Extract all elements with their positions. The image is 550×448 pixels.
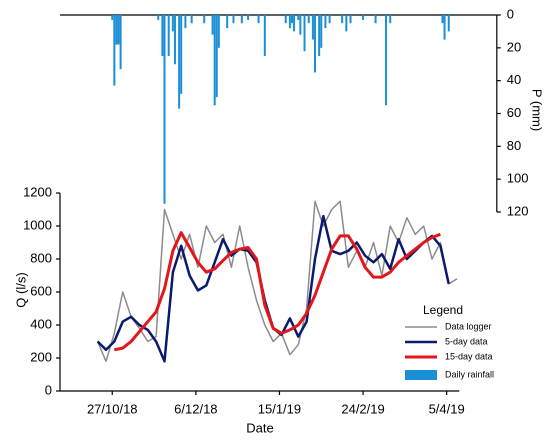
rain-bar <box>303 15 306 52</box>
rain-bar <box>349 15 352 24</box>
rain-bar <box>190 15 193 24</box>
legend-title: Legend <box>423 303 463 317</box>
rain-bar <box>247 15 250 20</box>
rain-bar <box>111 15 114 20</box>
y-tick-label: 400 <box>30 316 52 331</box>
y-tick-label: 1200 <box>23 184 52 199</box>
rain-bar <box>328 15 331 24</box>
rain-bar <box>203 15 206 24</box>
x-tick-label: 6/12/18 <box>174 401 217 416</box>
y-tick-label: 600 <box>30 283 52 298</box>
rain-bar <box>163 15 166 204</box>
rain-bar <box>257 15 260 24</box>
rain-bar <box>385 15 388 106</box>
rain-bar <box>226 15 229 29</box>
rain-bar <box>311 15 314 40</box>
rain-bar <box>178 15 181 109</box>
rain-bar <box>341 15 344 24</box>
y2-tick-label: 0 <box>507 6 514 21</box>
y2-tick-label: 40 <box>507 72 521 87</box>
rain-bar <box>180 15 183 94</box>
legend-swatch <box>405 370 437 380</box>
y2-tick-label: 120 <box>507 203 529 218</box>
rain-bar <box>263 15 266 57</box>
rain-bar <box>171 15 174 32</box>
rain-bar <box>441 15 444 24</box>
series-line <box>96 200 458 363</box>
rain-bar <box>211 15 214 35</box>
x-tick-label: 15/1/19 <box>258 401 301 416</box>
rain-bar <box>115 15 118 45</box>
rain-bar <box>288 15 291 29</box>
rain-bar <box>299 15 302 35</box>
rain-bar <box>318 15 321 57</box>
rain-bar <box>119 15 122 70</box>
y-axis-label: Q (l/s) <box>13 272 28 307</box>
rain-bar <box>284 15 287 24</box>
rain-bar <box>217 15 220 48</box>
rain-bar <box>117 15 120 45</box>
legend-label: Data logger <box>445 321 492 331</box>
rain-bar <box>307 15 310 24</box>
rain-bar <box>313 15 316 73</box>
y-tick-label: 200 <box>30 349 52 364</box>
rain-bar <box>161 15 164 57</box>
y2-tick-label: 60 <box>507 105 521 120</box>
rain-bar <box>113 15 116 86</box>
rain-bar <box>443 15 446 40</box>
y2-tick-label: 20 <box>507 39 521 54</box>
rain-bar <box>157 15 160 20</box>
y-tick-label: 800 <box>30 250 52 265</box>
rain-bar <box>362 15 365 20</box>
rain-bar <box>167 15 170 57</box>
rain-bar <box>293 15 296 32</box>
rain-bar <box>184 15 187 29</box>
x-tick-label: 24/2/19 <box>341 401 384 416</box>
y-tick-label: 0 <box>45 382 52 397</box>
rain-bar <box>389 15 392 24</box>
rain-bar <box>297 15 300 20</box>
rain-bar <box>447 15 450 32</box>
legend-label: Daily rainfall <box>445 369 494 379</box>
rain-bar <box>374 15 377 24</box>
y2-axis-label: P (mm) <box>530 89 545 131</box>
rain-bar <box>320 15 323 48</box>
rain-bar <box>324 15 327 29</box>
legend-label: 15-day data <box>445 351 493 361</box>
rain-bar <box>213 15 216 106</box>
y2-tick-label: 80 <box>507 138 521 153</box>
legend-label: 5-day data <box>445 336 488 346</box>
x-tick-label: 5/4/19 <box>429 401 465 416</box>
rain-bar <box>290 15 293 24</box>
rain-bar <box>240 15 243 24</box>
rain-bar <box>345 15 348 32</box>
rain-bar <box>173 15 176 65</box>
y2-tick-label: 100 <box>507 171 529 186</box>
x-axis-label: Date <box>246 420 273 435</box>
rain-bar <box>215 15 218 98</box>
y-tick-label: 1000 <box>23 217 52 232</box>
x-tick-label: 27/10/18 <box>87 401 138 416</box>
rain-bar <box>232 15 235 24</box>
series-line <box>114 231 441 352</box>
